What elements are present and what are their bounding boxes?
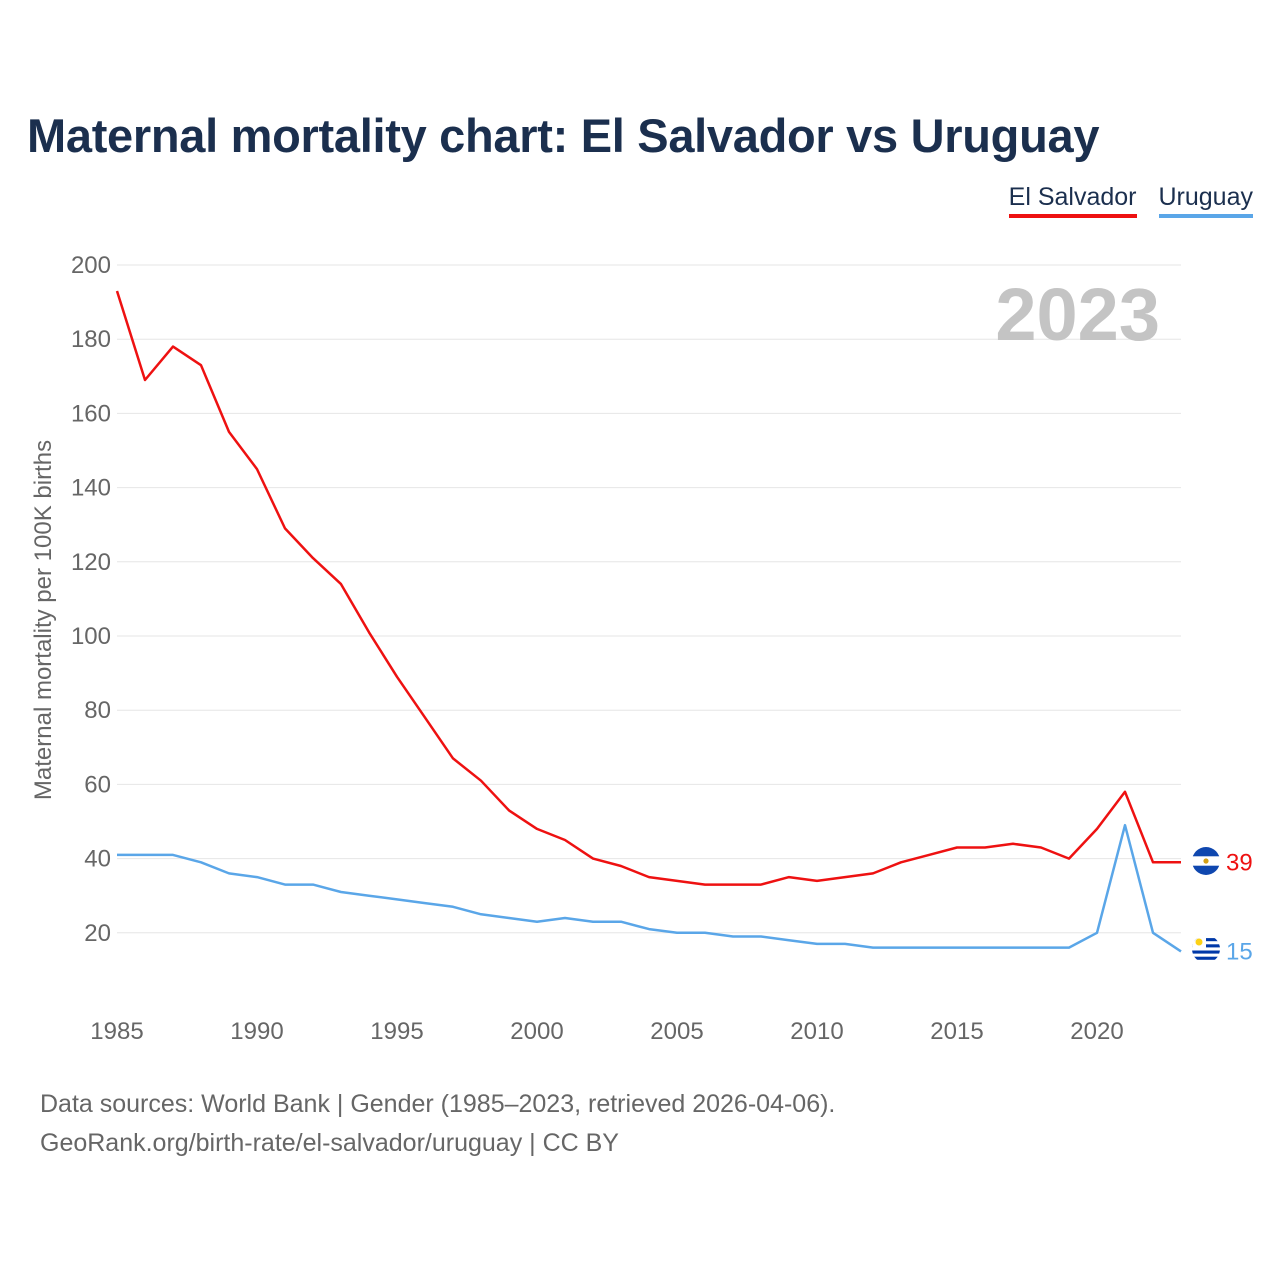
x-tick-label: 1985 bbox=[90, 1018, 143, 1045]
uruguay-flag-icon bbox=[1192, 935, 1220, 963]
el-salvador-flag-icon bbox=[1192, 847, 1220, 875]
x-tick-label: 2005 bbox=[650, 1018, 703, 1045]
series-line-uruguay[interactable] bbox=[117, 823, 1182, 953]
end-value-label-uruguay: 15 bbox=[1226, 938, 1253, 965]
y-tick-label: 100 bbox=[71, 623, 111, 650]
legend-item-uruguay[interactable]: Uruguay bbox=[1158, 183, 1253, 218]
y-tick-label: 80 bbox=[84, 697, 111, 724]
y-tick-label: 40 bbox=[84, 846, 111, 873]
chart-title: Maternal mortality chart: El Salvador vs… bbox=[27, 109, 1100, 162]
end-value-label-el-salvador: 39 bbox=[1226, 849, 1253, 876]
x-tick-label: 1990 bbox=[230, 1018, 283, 1045]
y-tick-label: 20 bbox=[84, 920, 111, 947]
y-tick-label: 140 bbox=[71, 475, 111, 502]
grid-lines bbox=[117, 264, 1181, 934]
y-axis-label: Maternal mortality per 100K births bbox=[30, 440, 57, 800]
footer: Data sources: World Bank | Gender (1985–… bbox=[40, 1085, 835, 1163]
x-tick-label: 1995 bbox=[370, 1018, 423, 1045]
legend: El Salvador Uruguay bbox=[1008, 183, 1253, 218]
legend-item-el-salvador[interactable]: El Salvador bbox=[1008, 183, 1137, 218]
series-line-el-salvador[interactable] bbox=[115, 290, 1181, 886]
x-tick-label: 2015 bbox=[930, 1018, 983, 1045]
x-tick-labels: 1985 1990 1995 2000 2005 2010 2015 2020 bbox=[90, 1018, 1123, 1045]
y-tick-label: 180 bbox=[71, 326, 111, 353]
y-tick-label: 60 bbox=[84, 771, 111, 798]
y-tick-labels: 20 40 60 80 100 120 140 160 180 200 bbox=[71, 252, 111, 947]
y-tick-label: 160 bbox=[71, 400, 111, 427]
source-text: Data sources: World Bank | Gender (1985–… bbox=[40, 1090, 836, 1118]
y-tick-label: 120 bbox=[71, 549, 111, 576]
x-tick-label: 2010 bbox=[790, 1018, 843, 1045]
attribution-link[interactable]: GeoRank.org/birth-rate/el-salvador/urugu… bbox=[40, 1129, 619, 1157]
year-watermark: 2023 bbox=[995, 273, 1160, 356]
x-tick-label: 2020 bbox=[1070, 1018, 1123, 1045]
y-tick-label: 200 bbox=[71, 252, 111, 279]
x-tick-label: 2000 bbox=[510, 1018, 563, 1045]
